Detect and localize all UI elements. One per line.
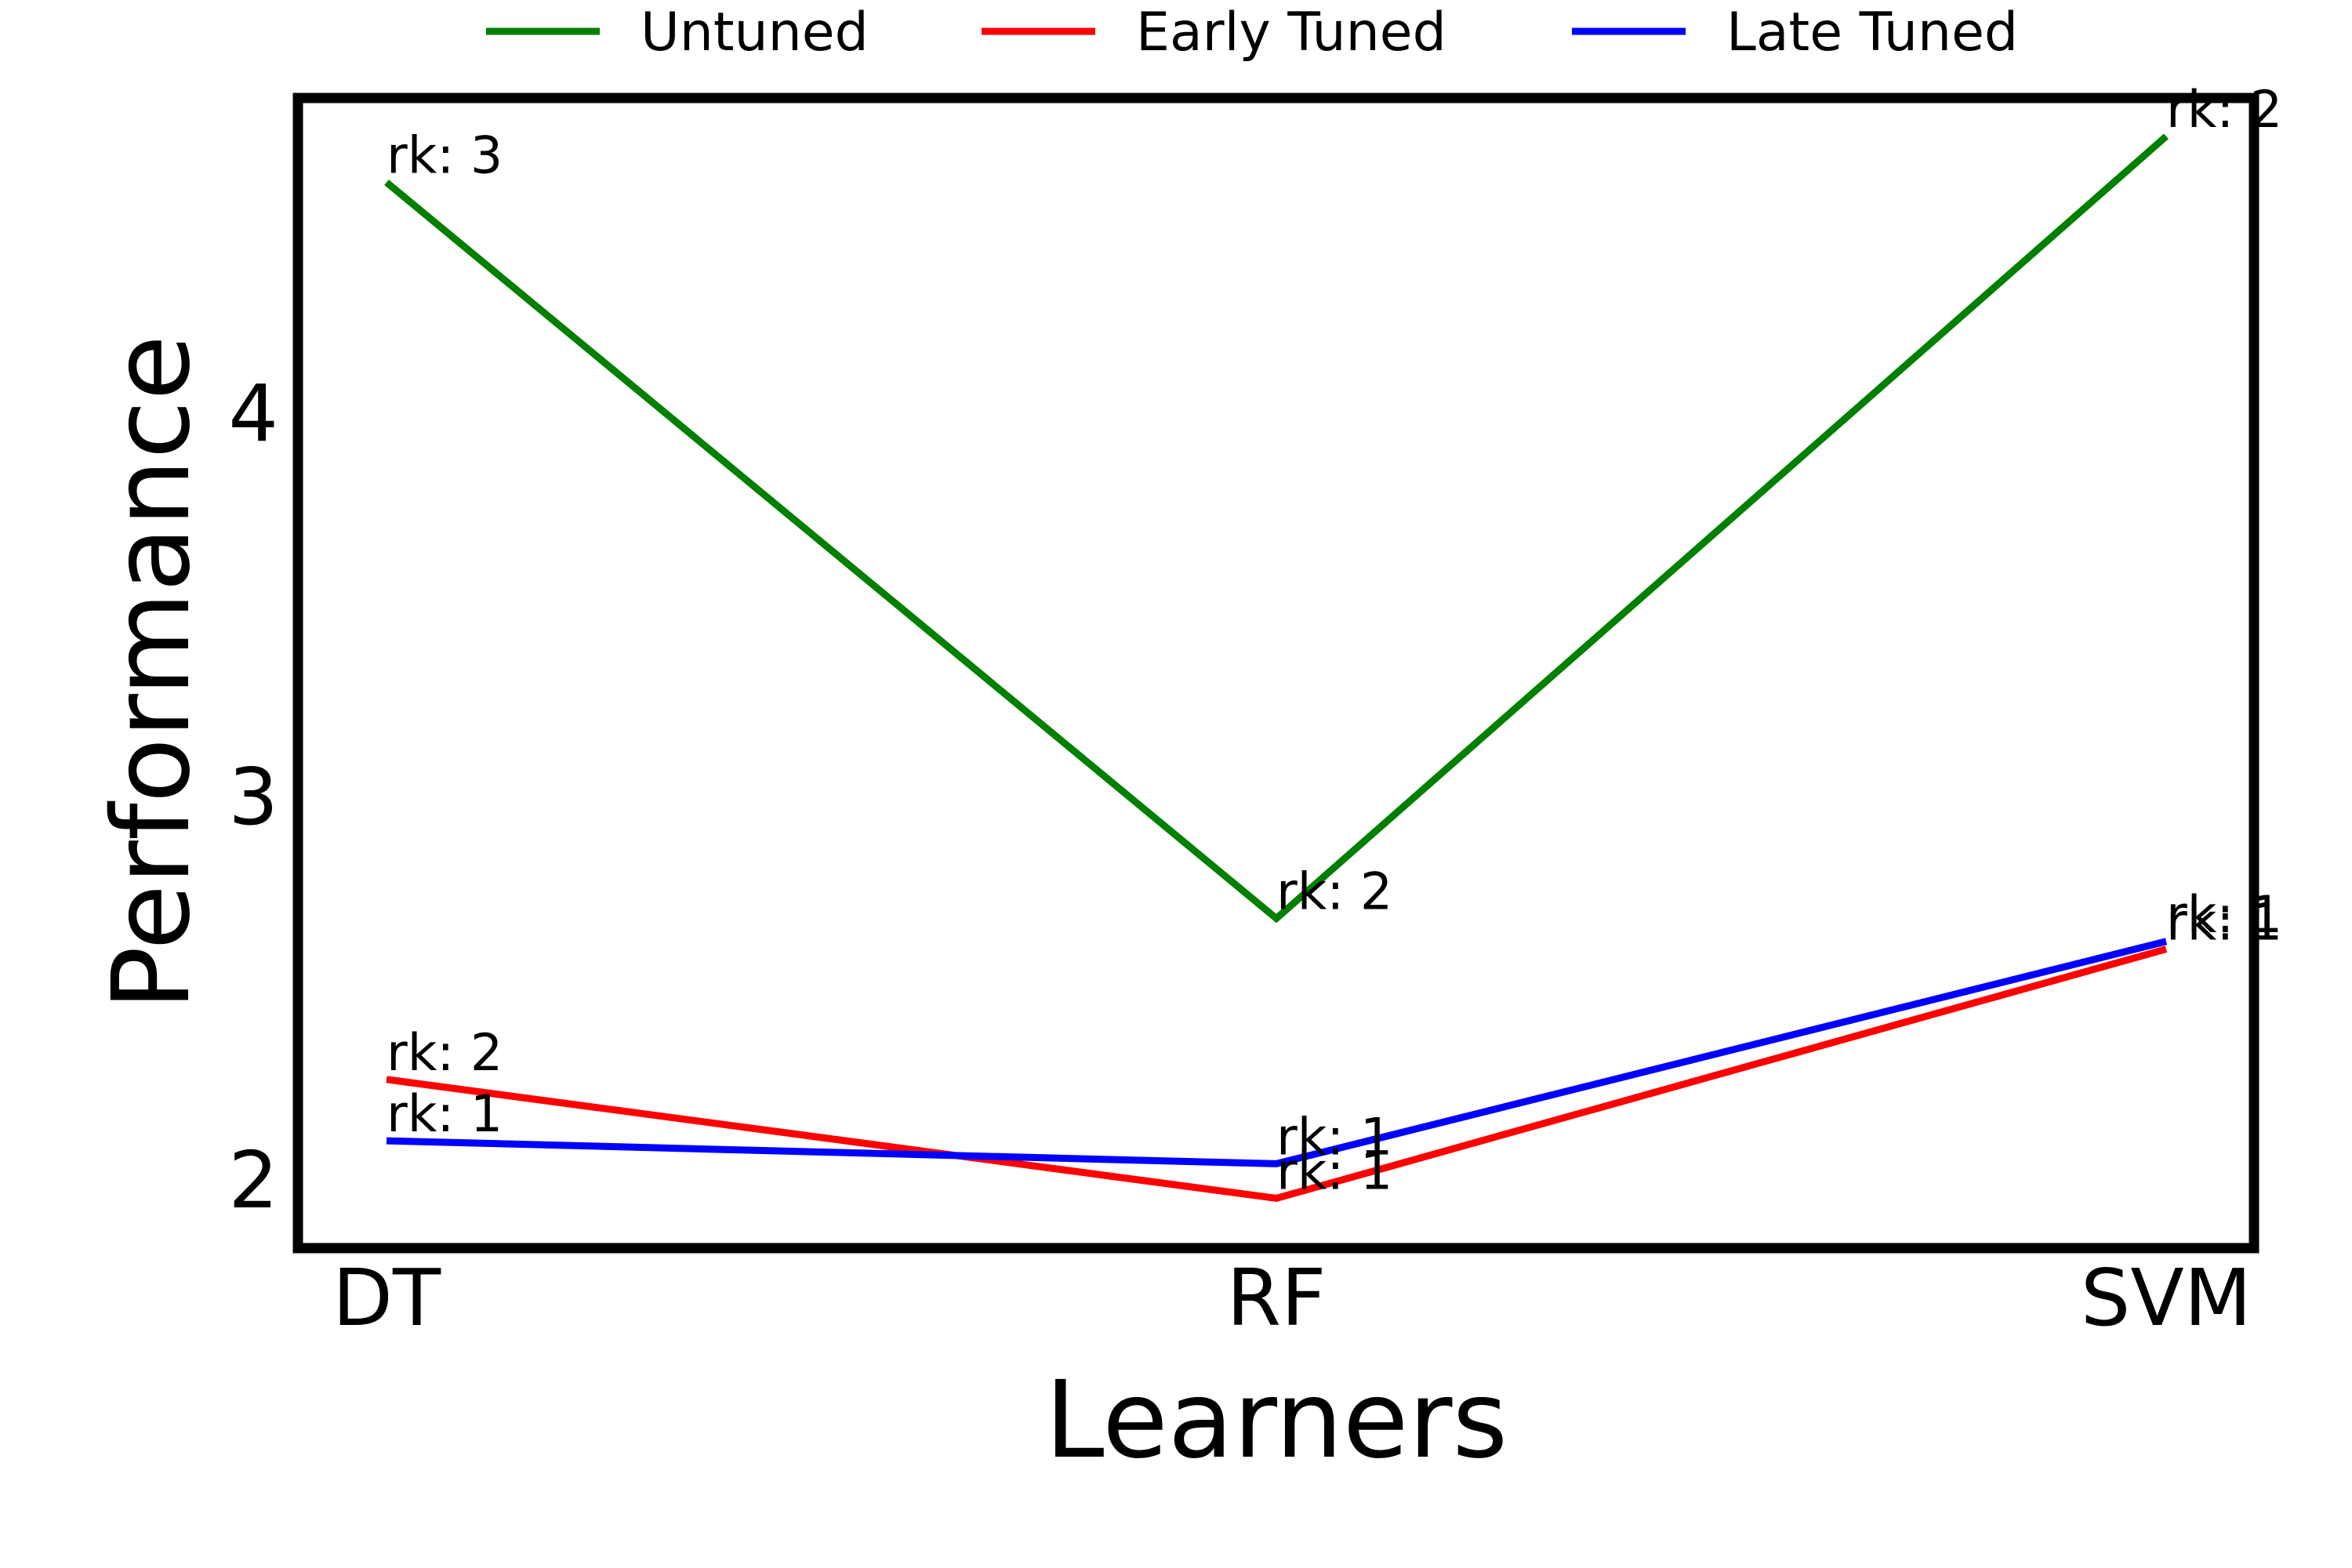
rank-label-early-tuned-svm: rk: 1: [2166, 894, 2282, 953]
y-tick-3: 3: [228, 751, 278, 843]
rank-label-late-tuned-rf: rk: 1: [1276, 1108, 1392, 1167]
rank-label-early-tuned-rf: rk: 1: [1276, 1142, 1392, 1201]
series-line-early-tuned: [386, 946, 2168, 1203]
y-tick-2: 2: [228, 1134, 278, 1226]
plot-frame: [292, 93, 2259, 1254]
x-axis-label: Learners: [1045, 1359, 1508, 1483]
y-axis-label: Performance: [90, 335, 214, 1011]
y-axis-ticks: 2 3 4: [228, 368, 278, 1226]
x-tick-rf: RF: [1226, 1252, 1326, 1344]
rank-annotations: rk: 3rk: 2rk: 2rk: 2rk: 1rk: 1rk: 1 rk: 1…: [387, 81, 2282, 1202]
rank-label-untuned-dt: rk: 3: [387, 127, 503, 186]
x-tick-svm: SVM: [2081, 1252, 2252, 1344]
legend-label-early-tuned: Early Tuned: [1136, 2, 1446, 64]
rank-label-early-tuned-dt: rk: 2: [387, 1024, 503, 1083]
y-tick-4: 4: [228, 368, 278, 459]
rank-label-late-tuned-dt: rk: 1: [387, 1085, 503, 1144]
series-line-untuned: [384, 133, 2169, 924]
series-lines: [384, 133, 2169, 1203]
legend-label-untuned: Untuned: [641, 2, 869, 64]
rank-label-untuned-svm: rk: 2: [2166, 81, 2282, 140]
legend-label-late-tuned: Late Tuned: [1726, 2, 2018, 64]
rank-label-late-tuned-svm: rk: 1: [2166, 886, 2282, 945]
series-line-late-tuned: [386, 938, 2168, 1167]
rank-label-untuned-rf: rk: 2: [1276, 862, 1392, 921]
x-tick-dt: DT: [332, 1252, 441, 1344]
x-axis-ticks: DT RF SVM: [332, 1252, 2252, 1344]
legend: Untuned Early Tuned Late Tuned: [486, 2, 2018, 64]
